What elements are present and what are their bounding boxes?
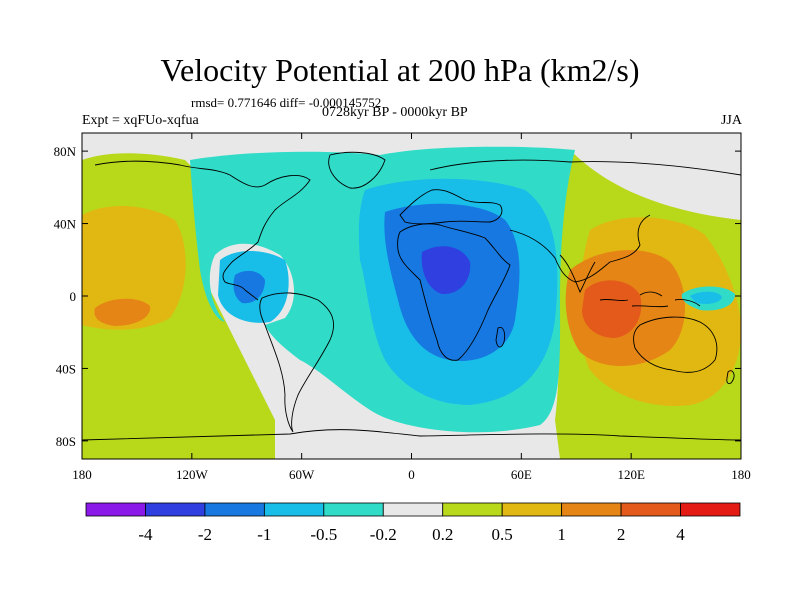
stats-text: rmsd= 0.771646 diff= -0.000145752 [191, 95, 382, 110]
season-label: JJA [720, 113, 742, 128]
colorbar-label: -2 [198, 525, 212, 544]
colorbar-swatch [620, 502, 681, 517]
y-tick-label: 80S [56, 434, 76, 449]
colorbar-swatch [263, 502, 325, 517]
contour-fill-neg0.5 [690, 291, 722, 304]
colorbar-swatch [85, 502, 146, 517]
contour-fill-1 [94, 298, 151, 326]
experiment-label: Expt = xqFUo-xqfua [82, 113, 199, 128]
coastline-north-america [94, 160, 311, 301]
colorbar-swatch [382, 502, 444, 517]
y-tick-label: 80N [54, 144, 77, 159]
x-tick-label: 180 [72, 467, 92, 482]
coastlines [82, 151, 741, 441]
x-tick-label: 180 [731, 467, 751, 482]
colorbar-label: -4 [138, 525, 153, 544]
coastline-indonesia [599, 291, 701, 308]
x-axis-ticks: 180 120W 60W 0 60E 120E 180 [72, 133, 751, 482]
colorbar: -4 -2 -1 -0.5 -0.2 0.2 0.5 1 2 4 [85, 502, 741, 544]
colorbar-label: -0.5 [310, 525, 337, 544]
coastline-africa [397, 223, 511, 361]
colorbar-swatch [561, 502, 622, 517]
x-tick-label: 0 [408, 467, 415, 482]
contour-fills [82, 146, 741, 459]
plot-title: Velocity Potential at 200 hPa (km2/s) [160, 52, 640, 88]
coastline-india [559, 254, 596, 294]
y-tick-label: 0 [70, 289, 77, 304]
colorbar-swatch [442, 502, 503, 517]
x-tick-label: 60W [289, 467, 315, 482]
colorbar-label: -1 [257, 525, 271, 544]
coastline-madagascar [495, 326, 506, 348]
colorbar-swatch [680, 502, 741, 517]
x-tick-label: 120E [617, 467, 645, 482]
colorbar-label: 0.2 [432, 525, 453, 544]
y-axis-ticks: 80N 40N 0 40S 80S [54, 144, 741, 449]
x-tick-label: 60E [511, 467, 532, 482]
coastline-australia [633, 316, 718, 373]
x-tick-label: 120W [176, 467, 209, 482]
contour-fill-neg0.2 [230, 206, 258, 220]
coastline-greenland [328, 151, 386, 189]
colorbar-swatch [323, 502, 384, 517]
contour-fill-0.5 [82, 205, 186, 330]
coastline-asia [429, 159, 741, 283]
y-tick-label: 40N [54, 217, 77, 232]
coastline-europe [399, 189, 503, 225]
y-tick-label: 40S [56, 361, 76, 376]
period-label: 0728kyr BP - 0000kyr BP [322, 105, 468, 120]
colorbar-label: 2 [617, 525, 626, 544]
contour-fill-neg2 [421, 246, 471, 295]
coastline-south-america [259, 292, 334, 433]
coastline-antarctica [82, 429, 741, 441]
colorbar-swatch [501, 502, 563, 517]
contour-fill-neg1 [233, 270, 265, 304]
colorbar-swatch [204, 502, 265, 517]
colorbar-label: -0.2 [370, 525, 397, 544]
coastline-new-zealand [726, 370, 735, 385]
colorbar-label: 0.5 [492, 525, 513, 544]
colorbar-label: 4 [676, 525, 685, 544]
colorbar-label: 1 [557, 525, 566, 544]
contour-fill-2 [582, 280, 642, 338]
colorbar-swatch [145, 502, 206, 517]
